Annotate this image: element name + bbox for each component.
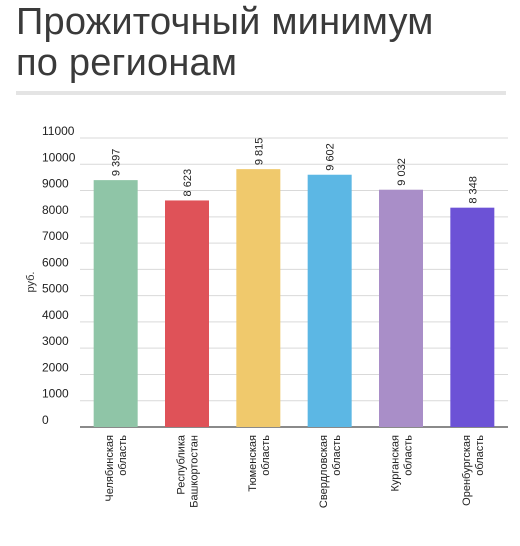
- y-tick-label: 6000: [42, 255, 69, 269]
- category-label-line: Оренбургская: [461, 435, 473, 506]
- category-label-line: область: [260, 435, 272, 476]
- data-label: 8 623: [182, 169, 194, 197]
- y-tick-label: 1000: [42, 387, 69, 401]
- category-label-line: Башкортостан: [189, 435, 201, 508]
- data-label: 9 602: [325, 143, 337, 171]
- data-label: 8 348: [467, 176, 479, 204]
- category-label-line: область: [403, 435, 415, 476]
- y-tick-label: 9000: [42, 177, 69, 191]
- bar: [93, 180, 138, 427]
- grid-lines: [80, 137, 508, 428]
- category-label-line: область: [117, 435, 129, 476]
- bar: [450, 207, 495, 427]
- data-label: 9 815: [253, 138, 265, 166]
- y-tick-label: 5000: [42, 282, 69, 296]
- bars: [93, 169, 495, 427]
- y-tick-label: 11000: [42, 124, 75, 138]
- y-axis-ticks: 0 1000 2000 3000 4000 5000 6000 7000 8000 9000 100…: [42, 124, 76, 427]
- category-label-line: Свердловская: [318, 435, 330, 508]
- y-tick-label: 4000: [42, 308, 69, 322]
- y-tick-label: 0: [42, 413, 49, 427]
- data-label: 9 032: [396, 158, 408, 186]
- y-tick-label: 7000: [42, 229, 69, 243]
- category-label-line: Тюменская: [247, 435, 259, 492]
- title-divider: [16, 91, 506, 95]
- category-labels: Челябинская область Республика Башкортостан…: [104, 434, 486, 508]
- category-label: Тюменская область: [247, 435, 272, 492]
- y-tick-label: 8000: [42, 203, 69, 217]
- category-label: Свердловская область: [318, 435, 343, 508]
- y-tick-label: 3000: [42, 334, 69, 348]
- bar: [307, 174, 352, 427]
- category-label: Курганская область: [390, 435, 415, 492]
- category-label-line: область: [331, 435, 343, 476]
- y-axis-label: руб.: [25, 272, 37, 293]
- category-label: Оренбургская область: [461, 435, 486, 506]
- category-label-line: Челябинская: [104, 435, 116, 502]
- data-labels: 9 397 8 623 9 815 9 602 9 032 8 348: [111, 138, 480, 204]
- bar: [379, 189, 423, 427]
- category-label-line: Республика: [176, 434, 188, 494]
- category-label-line: Курганская: [390, 435, 402, 492]
- data-label: 9 397: [111, 149, 123, 177]
- category-label: Республика Башкортостан: [176, 434, 201, 508]
- bar: [165, 200, 209, 427]
- bar: [236, 169, 281, 427]
- chart-title: Прожиточный минимум по регионам: [16, 1, 434, 84]
- category-label: Челябинская область: [104, 435, 129, 502]
- y-tick-label: 2000: [42, 360, 69, 374]
- category-label-line: область: [474, 435, 486, 476]
- y-tick-label: 10000: [42, 150, 76, 164]
